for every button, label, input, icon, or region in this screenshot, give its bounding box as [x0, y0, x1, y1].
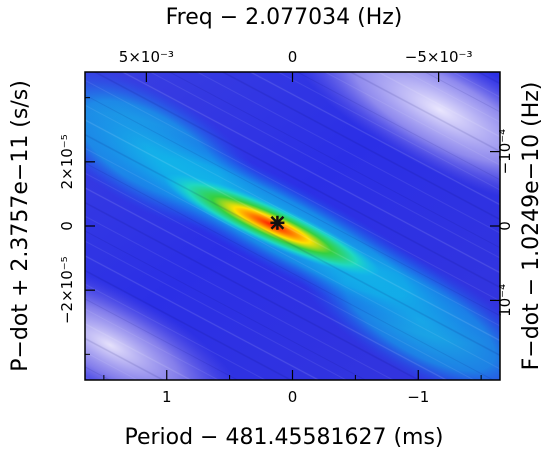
top-axis-title: Freq − 2.077034 (Hz)	[166, 5, 403, 30]
right-tick-label-0: 10⁻⁴	[496, 284, 514, 317]
left-tick-label-1: 0	[58, 221, 76, 231]
left-tick-label-2: 2×10⁻⁵	[58, 134, 76, 189]
right-tick-label-1: 0	[496, 221, 514, 231]
top-tick-label-1: 0	[288, 48, 298, 66]
left-tick-label-0: −2×10⁻⁵	[58, 256, 76, 324]
bottom-tick-label-0: 1	[162, 388, 172, 406]
ticks: 1 0 −1 −5×10⁻³ 0 5×10⁻³ −2×10⁻⁵ 0 2×10⁻⁵ 10⁻⁴ 0 −10…	[58, 48, 514, 406]
bottom-tick-label-2: −1	[407, 388, 429, 406]
bottom-axis-title: Period − 481.45581627 (ms)	[124, 425, 443, 450]
left-axis-title: P−dot + 2.3757e−11 (s/s)	[8, 80, 33, 372]
best-fit-marker	[270, 215, 285, 230]
right-axis-title: F−dot − 1.0249e−10 (Hz)	[519, 82, 544, 371]
top-tick-label-2: 5×10⁻³	[119, 48, 174, 66]
bottom-tick-label-1: 0	[288, 388, 298, 406]
top-tick-label-0: −5×10⁻³	[405, 48, 473, 66]
right-tick-label-2: −10⁻⁴	[496, 129, 514, 175]
